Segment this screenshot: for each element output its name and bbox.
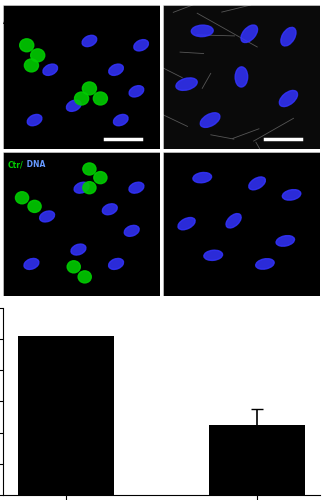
Text: A: A <box>3 12 15 28</box>
Ellipse shape <box>281 28 296 46</box>
Circle shape <box>82 82 97 95</box>
Circle shape <box>20 39 34 52</box>
Ellipse shape <box>109 64 123 76</box>
Ellipse shape <box>256 258 274 269</box>
Ellipse shape <box>226 214 241 228</box>
Ellipse shape <box>276 236 295 246</box>
Ellipse shape <box>241 25 257 42</box>
Ellipse shape <box>40 211 55 222</box>
Circle shape <box>83 163 96 175</box>
Circle shape <box>83 182 96 194</box>
Circle shape <box>31 49 45 62</box>
Ellipse shape <box>193 172 212 183</box>
Ellipse shape <box>102 204 117 215</box>
Ellipse shape <box>129 86 144 97</box>
Ellipse shape <box>124 226 139 236</box>
Text: Ctr/: Ctr/ <box>8 160 24 170</box>
Ellipse shape <box>235 67 248 87</box>
Ellipse shape <box>113 114 128 126</box>
Ellipse shape <box>134 40 149 51</box>
Ellipse shape <box>200 113 220 128</box>
Ellipse shape <box>43 64 57 76</box>
Ellipse shape <box>74 182 89 193</box>
Ellipse shape <box>82 36 97 46</box>
Ellipse shape <box>176 78 197 90</box>
Ellipse shape <box>178 218 195 230</box>
Ellipse shape <box>67 100 81 112</box>
Circle shape <box>93 92 108 105</box>
Ellipse shape <box>24 258 39 270</box>
Ellipse shape <box>282 190 301 200</box>
Ellipse shape <box>204 250 223 260</box>
Circle shape <box>67 261 80 273</box>
Ellipse shape <box>279 90 297 106</box>
Circle shape <box>24 59 38 72</box>
Ellipse shape <box>71 244 86 255</box>
Circle shape <box>16 192 29 204</box>
Ellipse shape <box>191 25 213 36</box>
Ellipse shape <box>109 258 123 270</box>
Bar <box>209 424 305 495</box>
Ellipse shape <box>129 182 144 193</box>
Circle shape <box>28 200 41 212</box>
Circle shape <box>75 92 89 105</box>
Circle shape <box>94 172 107 183</box>
Ellipse shape <box>27 114 42 126</box>
Circle shape <box>78 271 91 283</box>
Text: DNA: DNA <box>24 160 45 170</box>
Bar <box>18 336 114 495</box>
Ellipse shape <box>249 177 266 190</box>
